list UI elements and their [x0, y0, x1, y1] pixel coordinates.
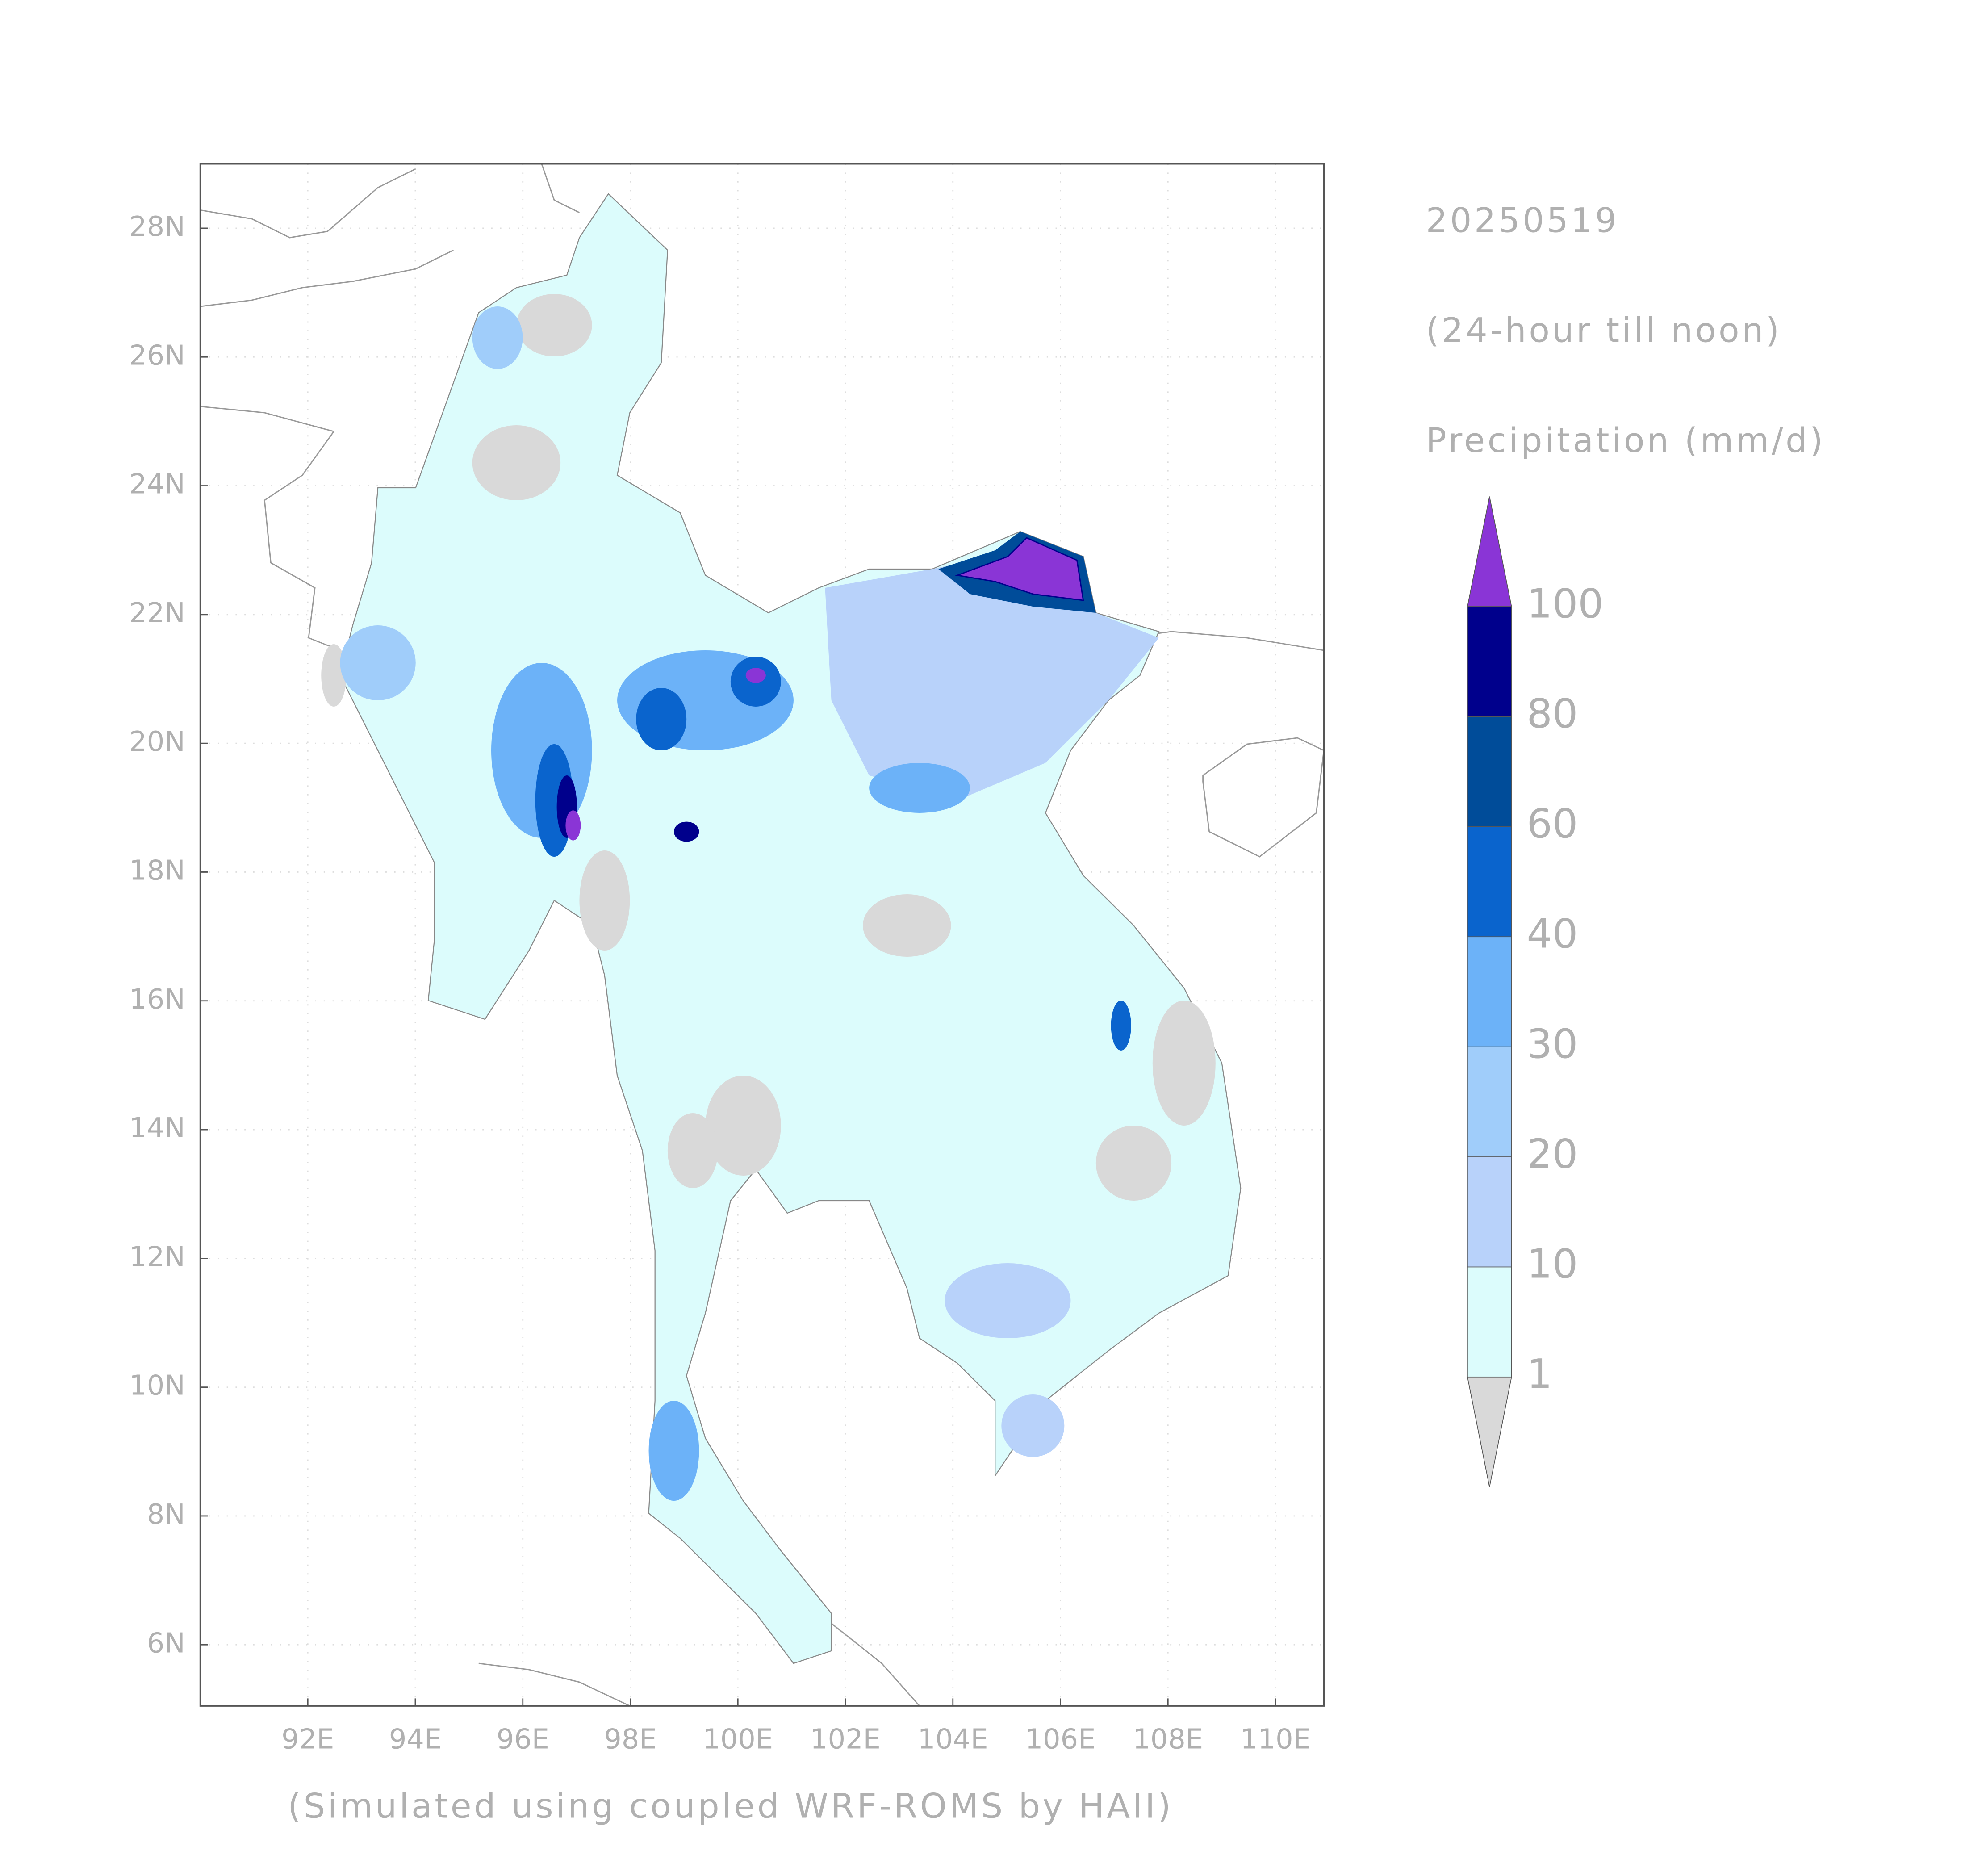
rain-areas [340, 306, 1159, 1501]
date: 20250519 [1426, 201, 1619, 240]
y-tick-label: 6N [147, 1627, 185, 1659]
x-tick-label: 94E [389, 1723, 442, 1755]
map-frame [199, 163, 1325, 1707]
x-tick-label: 102E [810, 1723, 881, 1755]
colorbar-segment [1467, 1266, 1512, 1378]
period: (24-hour till noon) [1426, 311, 1782, 350]
y-tick-label: 28N [129, 210, 185, 243]
x-tick-label: 98E [604, 1723, 656, 1755]
colorbar: 1 10 20 30 40 60 80 100 [1467, 496, 1604, 1487]
x-tick-label: 92E [281, 1723, 334, 1755]
y-tick-label: 12N [129, 1241, 185, 1273]
colorbar-label: 100 [1526, 581, 1603, 628]
colorbar-under [1467, 1376, 1512, 1487]
colorbar-segment [1467, 826, 1512, 938]
map-area [200, 163, 1324, 1706]
colorbar-label: 20 [1526, 1131, 1578, 1178]
x-tick-label: 106E [1025, 1723, 1096, 1755]
x-tick-label: 110E [1240, 1723, 1311, 1755]
colorbar-label: 60 [1526, 801, 1578, 847]
x-tick-label: 108E [1133, 1723, 1203, 1755]
neighbor-coastline [200, 163, 1324, 1706]
y-tick-label: 22N [129, 597, 185, 629]
colorbar-segment [1467, 606, 1512, 717]
colorbar-label: 1 [1526, 1351, 1552, 1398]
y-tick-label: 18N [129, 854, 185, 887]
colorbar-segment [1467, 1156, 1512, 1268]
colorbar-label: 30 [1526, 1021, 1578, 1068]
variable: Precipitation (mm/d) [1426, 421, 1826, 460]
colorbar-over [1467, 496, 1512, 607]
colorbar-label: 80 [1526, 691, 1578, 737]
y-tick-label: 10N [129, 1369, 185, 1402]
x-tick-label: 104E [918, 1723, 988, 1755]
x-tick-label: 100E [702, 1723, 773, 1755]
colorbar-label: 10 [1526, 1241, 1578, 1288]
y-tick-label: 14N [129, 1112, 185, 1144]
x-tick-label: 96E [497, 1723, 549, 1755]
y-tick-label: 20N [129, 725, 185, 758]
colorbar-label: 40 [1526, 911, 1578, 958]
y-tick-label: 16N [129, 983, 185, 1015]
colorbar-segment [1467, 1046, 1512, 1157]
colorbar-segment [1467, 716, 1512, 827]
y-tick-label: 26N [129, 339, 185, 371]
footer: (Simulated using coupled WRF-ROMS by HAI… [288, 1787, 1173, 1826]
land [339, 193, 1242, 1664]
y-tick-label: 24N [129, 468, 185, 500]
y-tick-label: 8N [147, 1498, 185, 1530]
dry-areas [321, 294, 1216, 1201]
colorbar-segment [1467, 936, 1512, 1047]
